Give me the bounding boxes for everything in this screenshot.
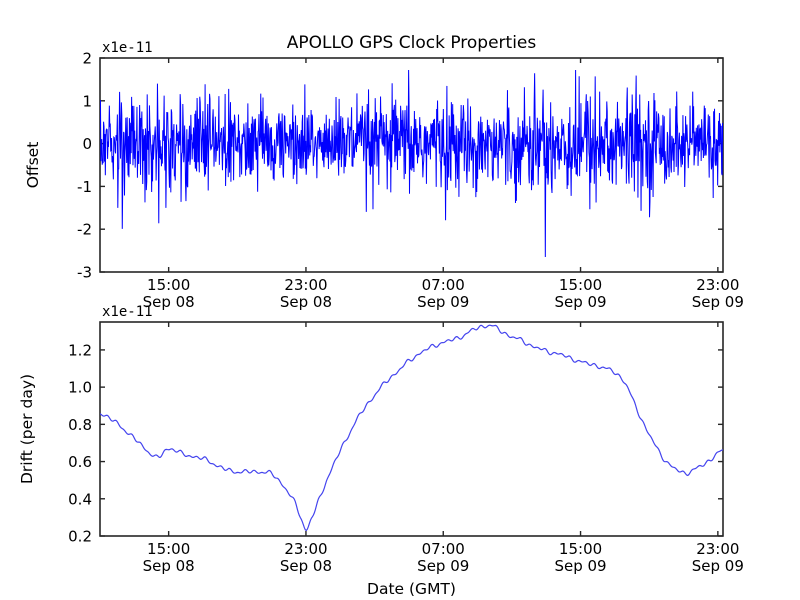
x-tick-label-date: Sep 09	[692, 557, 744, 575]
x-tick-label-date: Sep 09	[417, 293, 469, 311]
x-tick-label-date: Sep 09	[692, 293, 744, 311]
x-tick-label-date: Sep 08	[143, 293, 195, 311]
x-tick-label-date: Sep 08	[280, 293, 332, 311]
x-tick-label-date: Sep 09	[554, 557, 606, 575]
x-axis-label: Date (GMT)	[367, 580, 456, 598]
x-tick-label-time: 15:00	[147, 276, 190, 294]
x-tick-label-time: 23:00	[696, 540, 739, 558]
x-tick-label-time: 23:00	[696, 276, 739, 294]
x-tick-label-time: 07:00	[422, 540, 465, 558]
y-tick-label: -1	[77, 178, 92, 196]
y-tick-label: -2	[77, 221, 92, 239]
y-tick-label: 0	[82, 135, 92, 153]
y-tick-label: 0.8	[68, 416, 92, 434]
x-tick-label-date: Sep 08	[280, 557, 332, 575]
y-tick-label: 1	[82, 92, 92, 110]
x-tick-label-time: 15:00	[559, 540, 602, 558]
chart-title: APOLLO GPS Clock Properties	[287, 33, 537, 53]
y-exponent-label: x1e-11	[102, 40, 153, 56]
y-tick-label: 0.2	[68, 528, 92, 546]
x-tick-label-date: Sep 09	[554, 293, 606, 311]
x-tick-label-time: 23:00	[284, 540, 327, 558]
y-exponent-label: x1e-11	[102, 304, 153, 320]
y-tick-label: 1.0	[68, 379, 92, 397]
plot-frame	[99, 57, 724, 273]
x-tick-label-date: Sep 08	[143, 557, 195, 575]
y-axis-label: Offset	[24, 142, 42, 189]
y-tick-label: 0.4	[68, 490, 92, 508]
x-tick-label-time: 15:00	[559, 276, 602, 294]
drift-series-line	[100, 324, 723, 532]
y-tick-label: 1.2	[68, 341, 92, 359]
y-tick-label: 2	[82, 50, 92, 68]
y-tick-label: 0.6	[68, 453, 92, 471]
offset-series-line	[100, 69, 723, 258]
x-tick-label-time: 15:00	[147, 540, 190, 558]
x-tick-label-date: Sep 09	[417, 557, 469, 575]
x-tick-label-time: 07:00	[422, 276, 465, 294]
plot-frame	[99, 321, 724, 537]
y-axis-label: Drift (per day)	[18, 374, 36, 484]
x-tick-label-time: 23:00	[284, 276, 327, 294]
y-tick-label: -3	[77, 264, 92, 282]
